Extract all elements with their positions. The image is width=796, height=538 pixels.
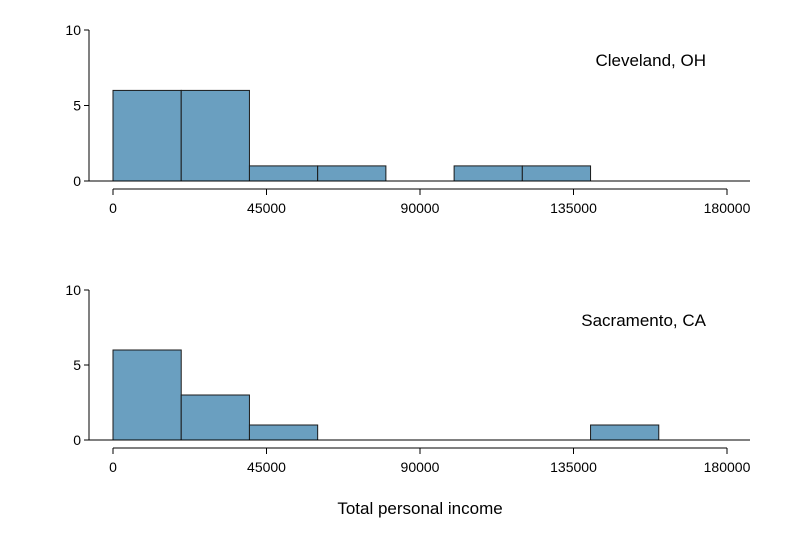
x-tick-label: 45000: [247, 459, 286, 475]
histogram-bar: [317, 165, 387, 182]
y-tick-label: 5: [73, 98, 81, 114]
y-tick-label: 0: [73, 432, 81, 448]
x-tick-label: 90000: [401, 459, 440, 475]
y-tick-label: 10: [65, 282, 81, 298]
panel-sacramento: 0 5 10 0 45000 90000 135000 180000 Sacramento, C…: [65, 282, 750, 475]
y-tick-label: 0: [73, 173, 81, 189]
histogram-bar: [248, 424, 319, 441]
histogram-bar: [590, 424, 660, 441]
facet-label: Cleveland, OH: [595, 51, 706, 70]
histogram-bar: [453, 165, 523, 182]
x-tick-label: 0: [109, 459, 117, 475]
x-axis-label: Total personal income: [337, 499, 502, 518]
y-tick-label: 5: [73, 357, 81, 373]
x-tick-label: 90000: [401, 200, 440, 216]
x-tick-label: 180000: [704, 459, 751, 475]
x-tick-label: 135000: [550, 200, 597, 216]
histogram-bar: [112, 89, 182, 182]
histogram-bar: [180, 394, 250, 441]
histogram-bar: [112, 349, 182, 441]
histogram-bar: [248, 165, 319, 182]
x-tick-label: 135000: [550, 459, 597, 475]
panel-cleveland: 0 5 10 0 45000 90000 135000 180000 Cleveland, OH: [65, 22, 750, 216]
x-tick-label: 0: [109, 200, 117, 216]
facet-label: Sacramento, CA: [581, 311, 706, 330]
histogram-bar: [521, 165, 592, 182]
x-tick-label: 180000: [704, 200, 751, 216]
histogram-bar: [180, 89, 250, 182]
x-tick-label: 45000: [247, 200, 286, 216]
y-tick-label: 10: [65, 22, 81, 38]
